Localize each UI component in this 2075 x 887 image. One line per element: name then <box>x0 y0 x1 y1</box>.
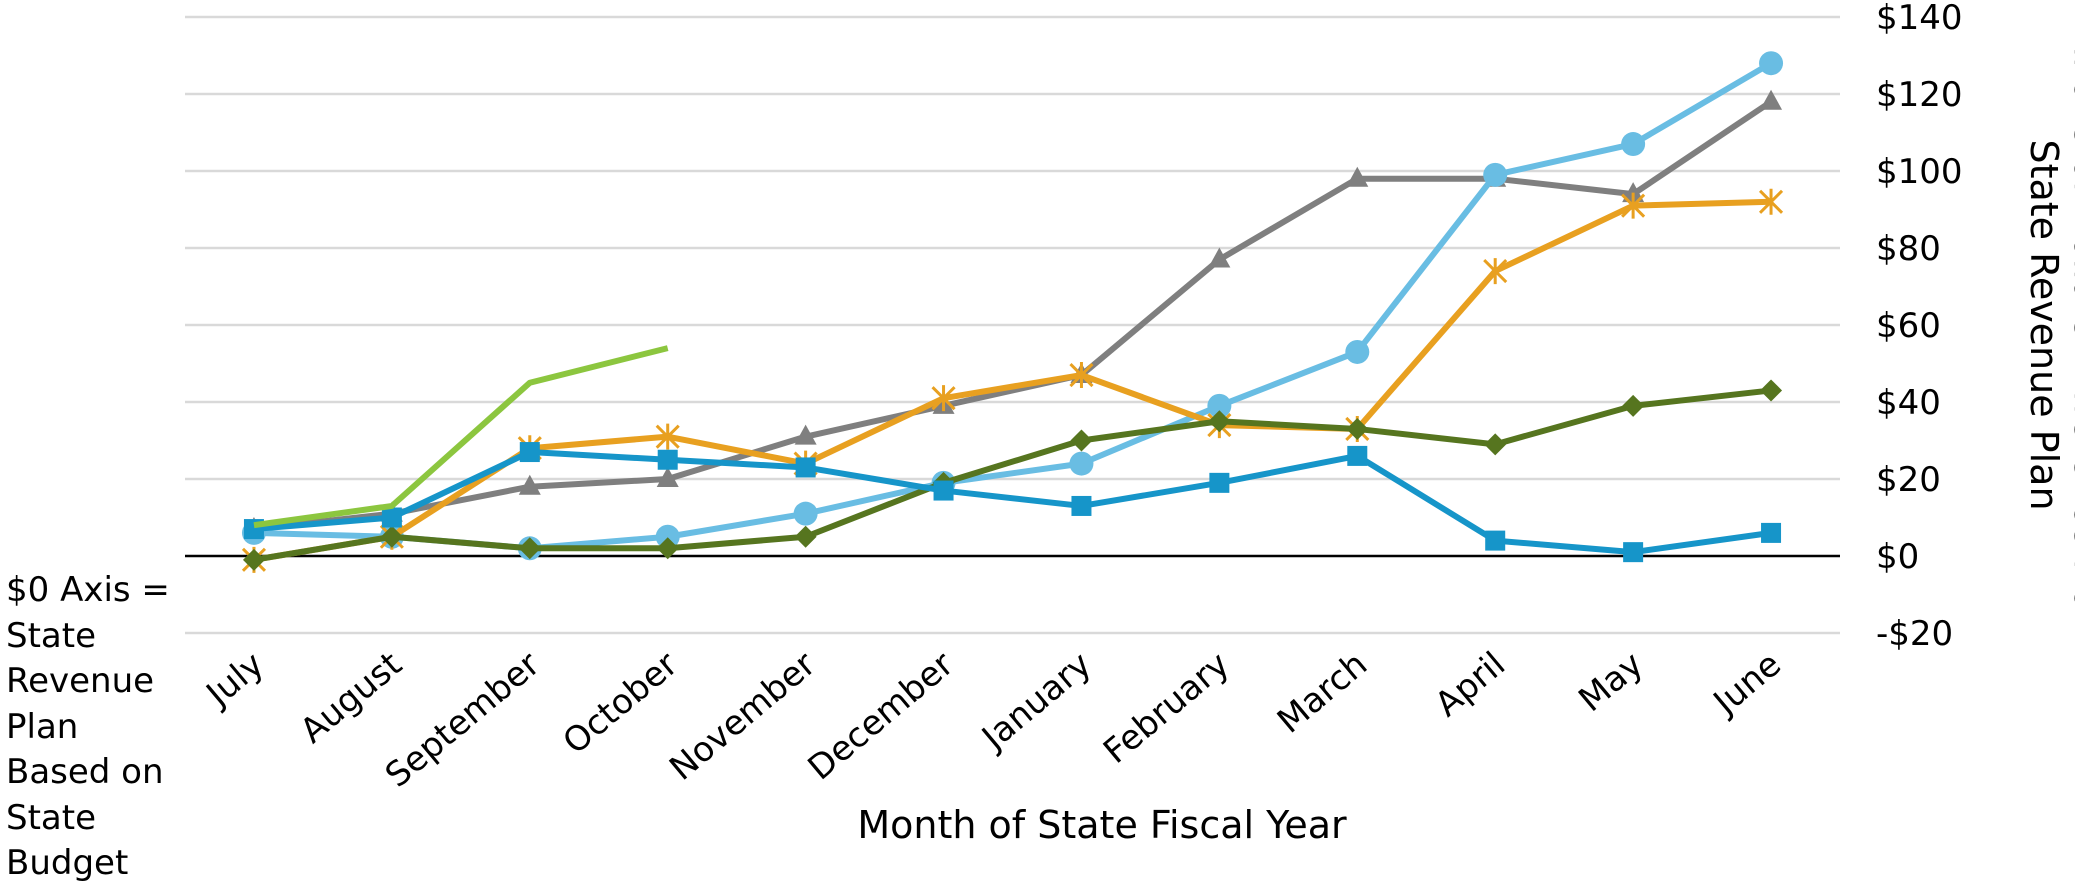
y-tick-labels: -$20 $0 $20 $40 $60 $80 $100 $120 $140 <box>1876 0 1963 654</box>
zero-axis-note: $0 Axis = State Revenue Plan Based on State Bu… <box>6 568 181 887</box>
point-marker <box>1483 162 1508 187</box>
point-marker <box>656 537 679 560</box>
point-marker <box>1622 394 1645 417</box>
x-tick-label: November <box>662 644 823 788</box>
point-marker <box>795 457 816 478</box>
series-line <box>253 449 1772 556</box>
x-tick-label: July <box>198 644 272 715</box>
point-marker <box>518 474 541 495</box>
point-marker <box>1760 379 1783 402</box>
point-marker <box>794 424 817 445</box>
point-marker <box>519 442 540 463</box>
x-tick-label: May <box>1571 644 1651 720</box>
point-marker <box>1759 51 1784 76</box>
series-3 <box>241 188 1784 573</box>
series-line <box>253 345 669 529</box>
x-tick-label: February <box>1096 644 1237 771</box>
point-marker <box>1070 429 1093 452</box>
zero-axis-note-line: $0 Axis = <box>6 570 170 610</box>
series-4 <box>242 379 1783 571</box>
point-marker <box>794 525 817 548</box>
point-marker <box>656 467 679 487</box>
point-marker <box>1623 542 1644 563</box>
point-marker <box>1758 188 1784 215</box>
y-axis-title-line: Millions of Dollars Difference from <box>2066 3 2075 647</box>
series-layer <box>241 51 1784 573</box>
series-line <box>253 387 1772 563</box>
point-marker <box>655 524 680 549</box>
point-marker <box>1071 495 1092 516</box>
x-tick-label: August <box>293 644 410 751</box>
y-tick-label: $0 <box>1876 537 1919 577</box>
y-tick-label: $60 <box>1876 306 1941 346</box>
point-marker <box>1069 362 1094 389</box>
point-marker <box>1346 166 1369 187</box>
y-tick-label: $80 <box>1876 229 1941 269</box>
x-tick-label: January <box>973 644 1099 759</box>
point-marker <box>1621 132 1646 157</box>
point-marker <box>1208 247 1231 268</box>
point-marker <box>1345 339 1370 364</box>
zero-axis-note-line: Budget <box>6 843 129 883</box>
zero-axis-note-line: Based on <box>6 752 164 792</box>
point-marker <box>931 385 956 412</box>
zero-axis-note-line: Plan <box>6 706 79 747</box>
point-marker <box>1483 258 1508 285</box>
point-marker <box>1760 89 1783 110</box>
series-1 <box>242 89 1783 538</box>
point-marker <box>1622 182 1645 203</box>
x-tick-label: March <box>1270 644 1375 741</box>
y-tick-label: $120 <box>1876 75 1963 115</box>
x-tick-label: December <box>801 644 962 788</box>
x-axis-title: Month of State Fiscal Year <box>857 803 1347 847</box>
zero-axis-note-line: State <box>6 797 96 838</box>
point-marker <box>518 537 541 560</box>
point-marker <box>1069 451 1094 476</box>
point-marker <box>657 449 678 470</box>
point-marker <box>1209 472 1230 493</box>
point-marker <box>1208 410 1231 433</box>
point-marker <box>381 507 402 528</box>
point-marker <box>1207 393 1232 418</box>
point-marker <box>1347 445 1368 466</box>
line-chart: -$20 $0 $20 $40 $60 $80 $100 $120 $140 July Augus… <box>185 0 2075 847</box>
point-marker <box>793 501 818 526</box>
point-marker <box>1485 530 1506 551</box>
zero-axis-note-line: State <box>6 615 96 656</box>
series-line <box>253 99 1773 533</box>
x-tick-label: October <box>556 644 686 762</box>
x-tick-label: June <box>1705 644 1789 724</box>
x-tick-label: April <box>1428 644 1513 725</box>
x-tick-label: September <box>378 644 548 795</box>
series-6 <box>253 345 669 529</box>
point-marker <box>242 548 265 571</box>
y-tick-label: $20 <box>1876 460 1941 500</box>
point-marker <box>933 480 954 501</box>
point-marker <box>1761 522 1782 543</box>
y-tick-label: -$20 <box>1876 614 1953 654</box>
gridlines <box>185 15 1840 635</box>
point-marker <box>1621 192 1646 219</box>
y-axis-title-line: State Revenue Plan <box>2022 139 2066 510</box>
y-tick-label: $140 <box>1876 0 1963 38</box>
y-axis-title: Millions of Dollars Difference fromState… <box>2022 3 2075 647</box>
y-tick-label: $40 <box>1876 383 1941 423</box>
series-5 <box>243 442 1782 563</box>
point-marker <box>1484 433 1507 456</box>
point-marker <box>1346 417 1369 440</box>
point-marker <box>380 525 403 548</box>
y-tick-label: $100 <box>1876 152 1963 192</box>
point-marker <box>655 423 680 450</box>
series-line <box>253 198 1772 563</box>
zero-axis-note-line: Revenue <box>6 661 155 701</box>
